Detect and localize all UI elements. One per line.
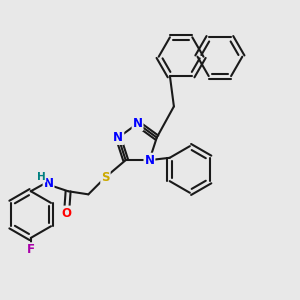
- Text: N: N: [133, 117, 142, 130]
- Text: N: N: [113, 131, 123, 144]
- Text: N: N: [44, 177, 53, 190]
- Text: S: S: [101, 171, 110, 184]
- Text: N: N: [144, 154, 154, 166]
- Text: H: H: [37, 172, 45, 182]
- Text: O: O: [61, 206, 72, 220]
- Text: F: F: [27, 243, 35, 256]
